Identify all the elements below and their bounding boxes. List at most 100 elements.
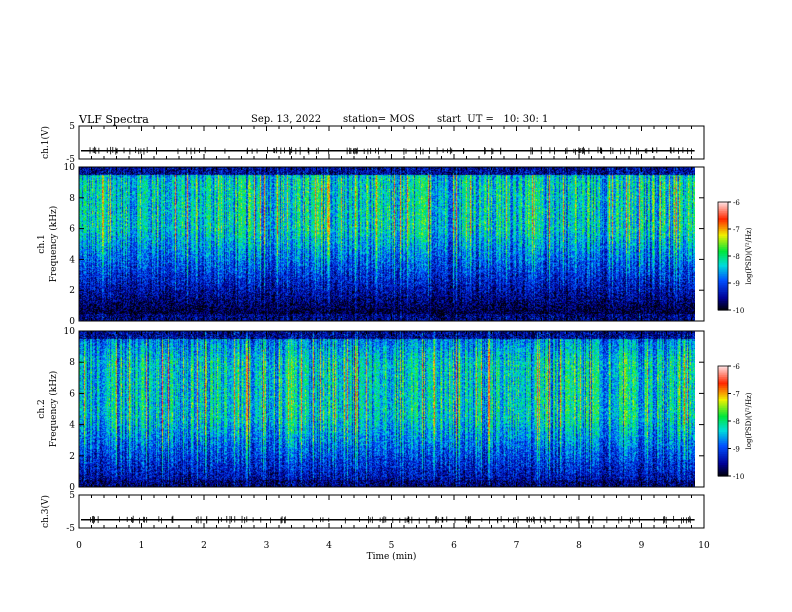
x-tick-label: 7: [514, 541, 520, 551]
ch1-spectrogram-colorbar-slice: [718, 229, 728, 232]
x-tick-label: 6: [451, 541, 457, 551]
ch1-spectrogram-colorbar-slice: [718, 248, 728, 252]
ch1-spectrogram-colorbar-slice: [718, 232, 728, 235]
ch1-waveform-ylabel: ch.1(V): [40, 126, 51, 159]
ch1-spectrogram-ytick-label: 2: [69, 286, 75, 296]
ch2-spectrogram-colorbar-slice: [718, 430, 728, 433]
ch1-spectrogram-colorbar-slice: [718, 234, 728, 237]
ch1-spectrogram-colorbar-tick-label: -8: [733, 253, 740, 261]
ch1-spectrogram-colorbar-slice: [718, 257, 728, 261]
ch2-spectrogram-colorbar-slice: [718, 419, 728, 422]
ch1-spectrogram-colorbar-label: log(PSD)(V²/Hz): [745, 227, 753, 284]
figure-title: VLF Spectra: [79, 113, 149, 126]
ch1-spectrogram-colorbar-slice: [718, 306, 728, 309]
ch2-spectrogram-ytick-label: 10: [64, 327, 76, 337]
ch1-spectrogram-colorbar-slice: [718, 209, 728, 212]
ch1-spectrogram-colorbar-slice: [718, 274, 728, 277]
ch2-spectrogram-colorbar-slice: [718, 437, 728, 440]
ch1-spectrogram-colorbar-slice: [718, 243, 728, 246]
ch2-spectrogram-colorbar-slice: [718, 417, 728, 420]
ch1-spectrogram-colorbar-tick-label: -9: [733, 280, 740, 288]
ch3-waveform-ylabel: ch.3(V): [40, 495, 51, 528]
ch2-spectrogram-ytick-label: 2: [69, 452, 75, 462]
ch1-spectrogram-ytick-label: 0: [69, 317, 75, 327]
ch1-spectrogram-colorbar-slice: [718, 263, 728, 266]
ch2-spectrogram-colorbar-slice: [718, 441, 728, 444]
start-time-label: start UT = 10: 30: 1: [437, 114, 549, 125]
ch2-spectrogram-colorbar-slice: [718, 388, 728, 391]
ch2-spectrogram-colorbar-slice: [718, 450, 728, 453]
ch1-spectrogram-colorbar-slice: [718, 293, 728, 297]
x-tick-label: 8: [576, 541, 582, 551]
ch1-spectrogram-colorbar-slice: [718, 283, 728, 286]
ch1-spectrogram-ylabel2: Frequency (kHz): [48, 206, 59, 283]
ch2-spectrogram-ytick-label: 8: [69, 358, 75, 368]
date-label: Sep. 13, 2022: [251, 114, 322, 125]
ch2-spectrogram-colorbar-slice: [718, 461, 728, 464]
ch2-spectrogram-colorbar-slice: [718, 454, 728, 457]
ch1-spectrogram-image: [79, 167, 695, 321]
ch2-spectrogram-colorbar-slice: [718, 466, 728, 470]
ch1-spectrogram-colorbar-slice: [718, 256, 728, 259]
ch1-spectrogram-colorbar-slice: [718, 236, 728, 239]
ch1-spectrogram-ytick-label: 6: [69, 225, 75, 235]
x-tick-label: 10: [698, 541, 710, 551]
ch2-spectrogram-colorbar-slice: [718, 408, 728, 411]
ch1-spectrogram-ytick-label: 10: [64, 163, 76, 173]
ch1-spectrogram-colorbar-slice: [718, 250, 728, 253]
x-tick-label: 4: [326, 541, 332, 551]
ch2-spectrogram-colorbar-slice: [718, 371, 728, 374]
ch1-spectrogram-colorbar-slice: [718, 302, 728, 306]
ch2-spectrogram-colorbar-slice: [718, 468, 728, 472]
ch1-spectrogram-colorbar-slice: [718, 261, 728, 264]
ch2-spectrogram-colorbar-slice: [718, 410, 728, 413]
ch2-spectrogram-ytick-label: 0: [69, 483, 75, 493]
ch1-spectrogram-colorbar-slice: [718, 268, 728, 271]
ch2-spectrogram-colorbar-slice: [718, 422, 728, 426]
ch2-spectrogram-colorbar-tick-label: -8: [733, 418, 740, 426]
ch2-spectrogram-image: [79, 331, 695, 487]
x-tick-label: 0: [76, 541, 82, 551]
x-tick-label: 9: [639, 541, 645, 551]
ch1-spectrogram-colorbar-slice: [718, 230, 728, 234]
ch2-spectrogram-colorbar-slice: [718, 457, 728, 461]
ch2-spectrogram-colorbar-slice: [718, 433, 728, 437]
ch1-spectrogram-ytick-label: 4: [69, 255, 75, 265]
ch2-spectrogram-colorbar-slice: [718, 391, 728, 395]
ch2-spectrogram-colorbar-slice: [718, 367, 728, 371]
ch2-spectrogram-colorbar-slice: [718, 397, 728, 400]
ch1-spectrogram-colorbar-slice: [718, 202, 728, 205]
ch2-spectrogram-colorbar-slice: [718, 472, 728, 475]
ch1-spectrogram-colorbar-slice: [718, 295, 728, 298]
ch2-spectrogram-colorbar-slice: [718, 399, 728, 402]
ch2-spectrogram-colorbar-slice: [718, 444, 728, 448]
ch1-spectrogram-colorbar-slice: [718, 299, 728, 302]
ch2-spectrogram-ytick-label: 4: [69, 421, 75, 431]
ch2-spectrogram-colorbar-slice: [718, 415, 728, 418]
ch1-spectrogram-ylabel: ch.1: [37, 234, 47, 253]
ch1-spectrogram-colorbar-slice: [718, 297, 728, 300]
ch3-waveform-ytick-label: -5: [66, 524, 75, 534]
ch1-spectrogram-colorbar-slice: [718, 284, 728, 288]
ch1-spectrogram-colorbar-slice: [718, 205, 728, 208]
ch2-spectrogram-colorbar-slice: [718, 389, 728, 393]
ch1-spectrogram-colorbar-slice: [718, 221, 728, 225]
ch2-spectrogram-colorbar-slice: [718, 395, 728, 398]
ch1-spectrogram-colorbar-slice: [718, 308, 728, 311]
ch2-spectrogram-colorbar-slice: [718, 474, 728, 477]
ch1-spectrogram-colorbar-tick-label: -7: [733, 226, 740, 234]
ch1-spectrogram-colorbar-slice: [718, 292, 728, 295]
ch1-spectrogram-colorbar-slice: [718, 277, 728, 280]
ch1-spectrogram-colorbar-slice: [718, 290, 728, 293]
ch1-spectrogram-colorbar-slice: [718, 211, 728, 214]
ch2-spectrogram-ylabel2: Frequency (kHz): [48, 371, 59, 448]
ch1-spectrogram-colorbar-slice: [718, 301, 728, 304]
ch2-spectrogram-ylabel: ch.2: [37, 399, 47, 418]
x-tick-label: 2: [201, 541, 207, 551]
ch2-spectrogram-colorbar-slice: [718, 380, 728, 384]
ch2-spectrogram-colorbar-slice: [718, 432, 728, 435]
x-tick-label: 5: [389, 541, 395, 551]
ch1-spectrogram-colorbar-slice: [718, 252, 728, 255]
ch2-spectrogram-colorbar-slice: [718, 384, 728, 387]
